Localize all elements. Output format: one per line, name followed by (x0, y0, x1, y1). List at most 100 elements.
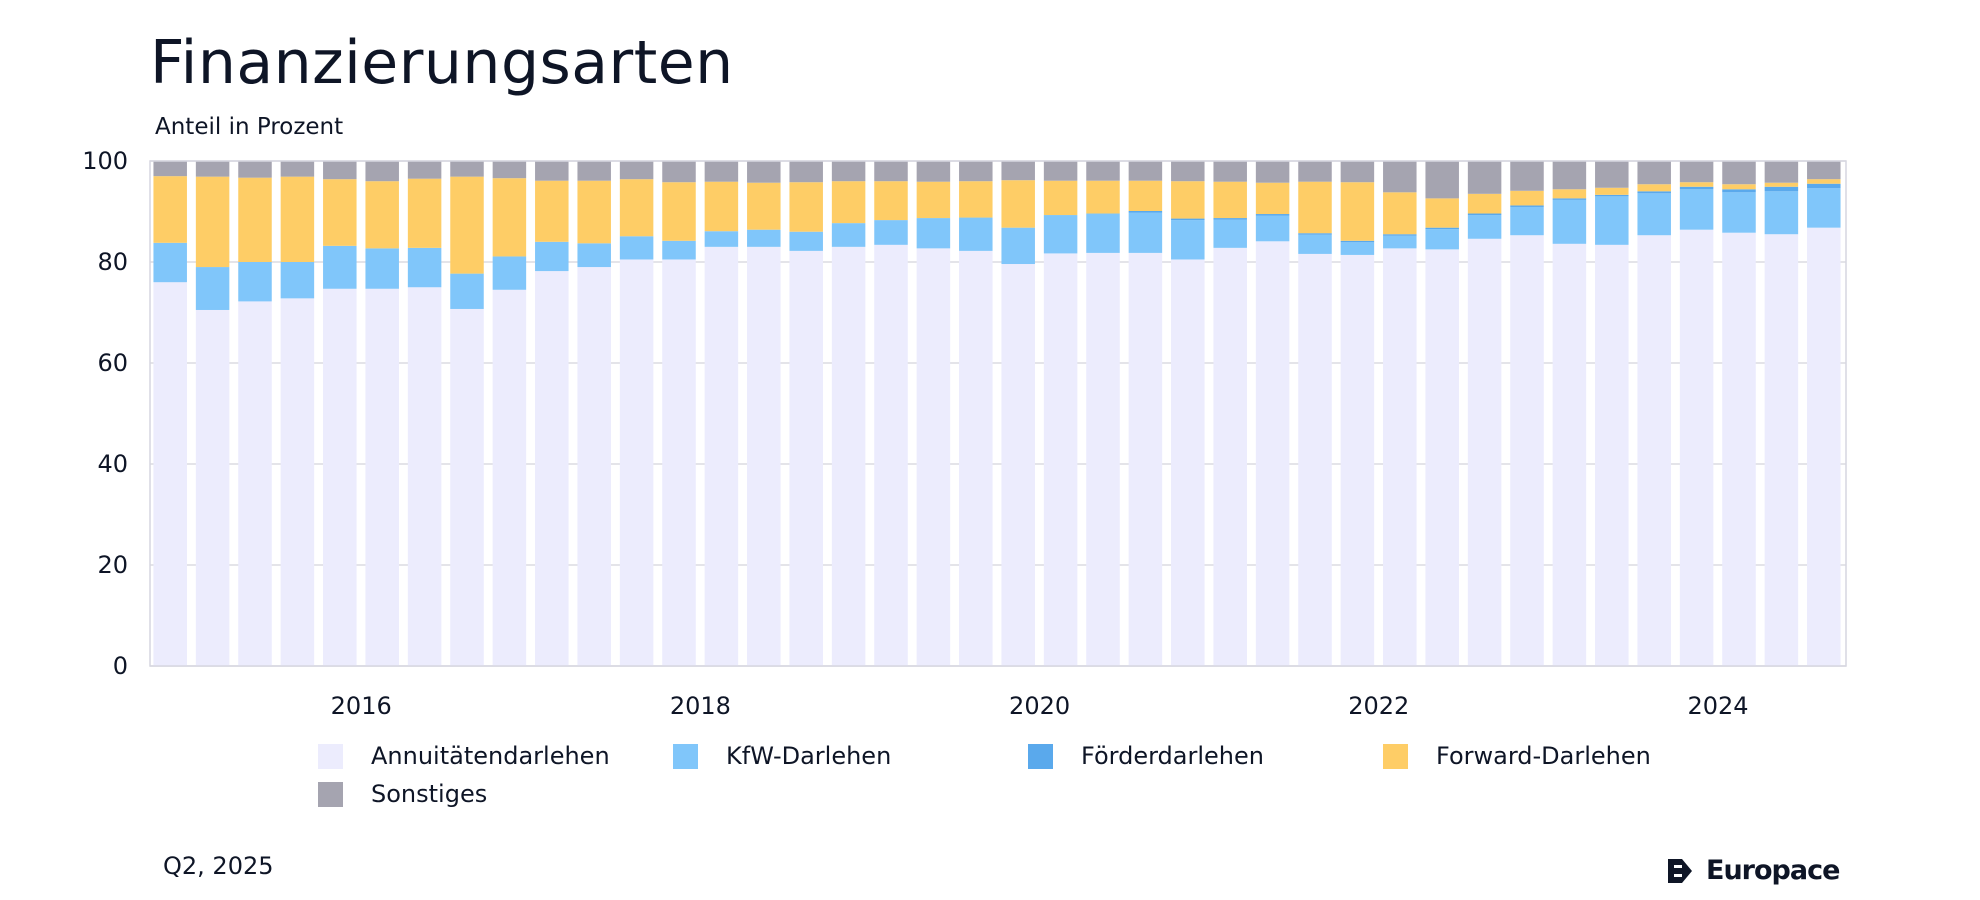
bar-segment (365, 161, 399, 182)
bar-segment (747, 246, 781, 666)
bar-segment (450, 176, 484, 274)
bar-segment (831, 223, 866, 247)
bar-segment (1764, 234, 1799, 666)
bar-segment (831, 161, 866, 182)
bar-segment (1552, 189, 1587, 199)
bar-segment (1637, 191, 1671, 194)
bar-segment (238, 161, 272, 178)
bar-segment (704, 161, 739, 182)
bar-segment (1764, 186, 1799, 192)
bar-segment (535, 161, 569, 181)
bar-segment (1807, 183, 1841, 189)
bars (153, 161, 1841, 667)
bar-segment (195, 267, 230, 310)
x-tick-label: 2022 (1348, 692, 1409, 720)
bar-segment (789, 231, 823, 251)
bar-segment (153, 242, 187, 283)
bar-segment (323, 245, 357, 289)
bar-segment (1340, 242, 1375, 255)
bar-segment (577, 267, 611, 666)
legend-item: Annuitätendarlehen (318, 742, 610, 770)
bar-segment (704, 246, 739, 666)
x-tick-label: 2024 (1687, 692, 1748, 720)
bar-segment (1595, 196, 1629, 245)
y-tick-label: 60 (97, 349, 128, 377)
bar-segment (1510, 235, 1544, 667)
legend-item: Förderdarlehen (1028, 742, 1264, 770)
bar-segment (1722, 189, 1756, 193)
bar-segment (1043, 215, 1078, 254)
bar-segment (323, 161, 357, 180)
bar-segment (492, 289, 527, 666)
bar-segment (195, 176, 230, 268)
bar-segment (280, 161, 315, 177)
bar-segment (280, 176, 315, 262)
bar-segment (1298, 161, 1332, 182)
bar-segment (1086, 252, 1120, 666)
bar-segment (1128, 252, 1163, 666)
bar-segment (789, 182, 823, 232)
bar-segment (492, 178, 527, 257)
bar-segment (1722, 192, 1756, 233)
bar-segment (1128, 212, 1163, 253)
bar-segment (1213, 247, 1247, 667)
bar-segment (1001, 264, 1035, 666)
y-tick-label: 40 (97, 450, 128, 478)
bar-segment (1552, 243, 1587, 666)
bar-segment (1637, 161, 1671, 185)
bar-segment (1171, 218, 1205, 221)
bar-segment (619, 259, 654, 666)
bar-segment (1340, 161, 1375, 183)
bar-segment (1595, 244, 1629, 666)
bar-segment (662, 259, 696, 666)
bar-segment (1637, 184, 1671, 192)
bar-segment (1383, 192, 1417, 235)
bar-segment (704, 231, 739, 247)
bar-segment (450, 308, 484, 666)
bar-segment (1171, 220, 1205, 260)
bar-segment (1510, 190, 1544, 206)
y-tick-label: 20 (97, 551, 128, 579)
bar-segment (535, 271, 569, 666)
bar-segment (577, 243, 611, 268)
bar-segment (1637, 235, 1671, 667)
bar-segment (619, 236, 654, 260)
legend-swatch (1028, 743, 1053, 769)
bar-segment (1764, 182, 1799, 187)
x-axis-ticks: 2016 2018 2020 2022 2024 (331, 692, 1749, 720)
bar-segment (1807, 227, 1841, 666)
bar-segment (1637, 193, 1671, 236)
x-tick-label: 2018 (670, 692, 731, 720)
bar-segment (238, 177, 272, 262)
bar-segment (1128, 180, 1163, 211)
bar-segment (1298, 233, 1332, 235)
bar-segment (407, 287, 442, 666)
bar-segment (789, 161, 823, 183)
bar-segment (1467, 238, 1502, 666)
bar-segment (1001, 180, 1035, 228)
bar-segment (959, 181, 993, 218)
bar-segment (365, 181, 399, 249)
legend-swatch (673, 743, 698, 769)
bar-segment (365, 248, 399, 289)
bar-segment (1043, 180, 1078, 216)
legend-label: KfW-Darlehen (726, 742, 892, 770)
bar-segment (747, 161, 781, 183)
bar-segment (1255, 161, 1290, 183)
legend-label: Forward-Darlehen (1436, 742, 1651, 770)
y-tick-label: 100 (82, 147, 128, 175)
bar-segment (1807, 188, 1841, 228)
bar-segment (1086, 213, 1120, 253)
bar-segment (1679, 186, 1714, 190)
bar-segment (280, 262, 315, 299)
bar-segment (577, 161, 611, 181)
bar-segment (153, 176, 187, 243)
bar-segment (1679, 229, 1714, 666)
bar-segment (662, 240, 696, 260)
europace-logo-icon (1668, 858, 1692, 883)
legend-item: Forward-Darlehen (1383, 742, 1651, 770)
bar-segment (280, 298, 315, 666)
legend-item: Sonstiges (318, 780, 487, 808)
bar-segment (1383, 161, 1417, 193)
bar-segment (1807, 161, 1841, 180)
